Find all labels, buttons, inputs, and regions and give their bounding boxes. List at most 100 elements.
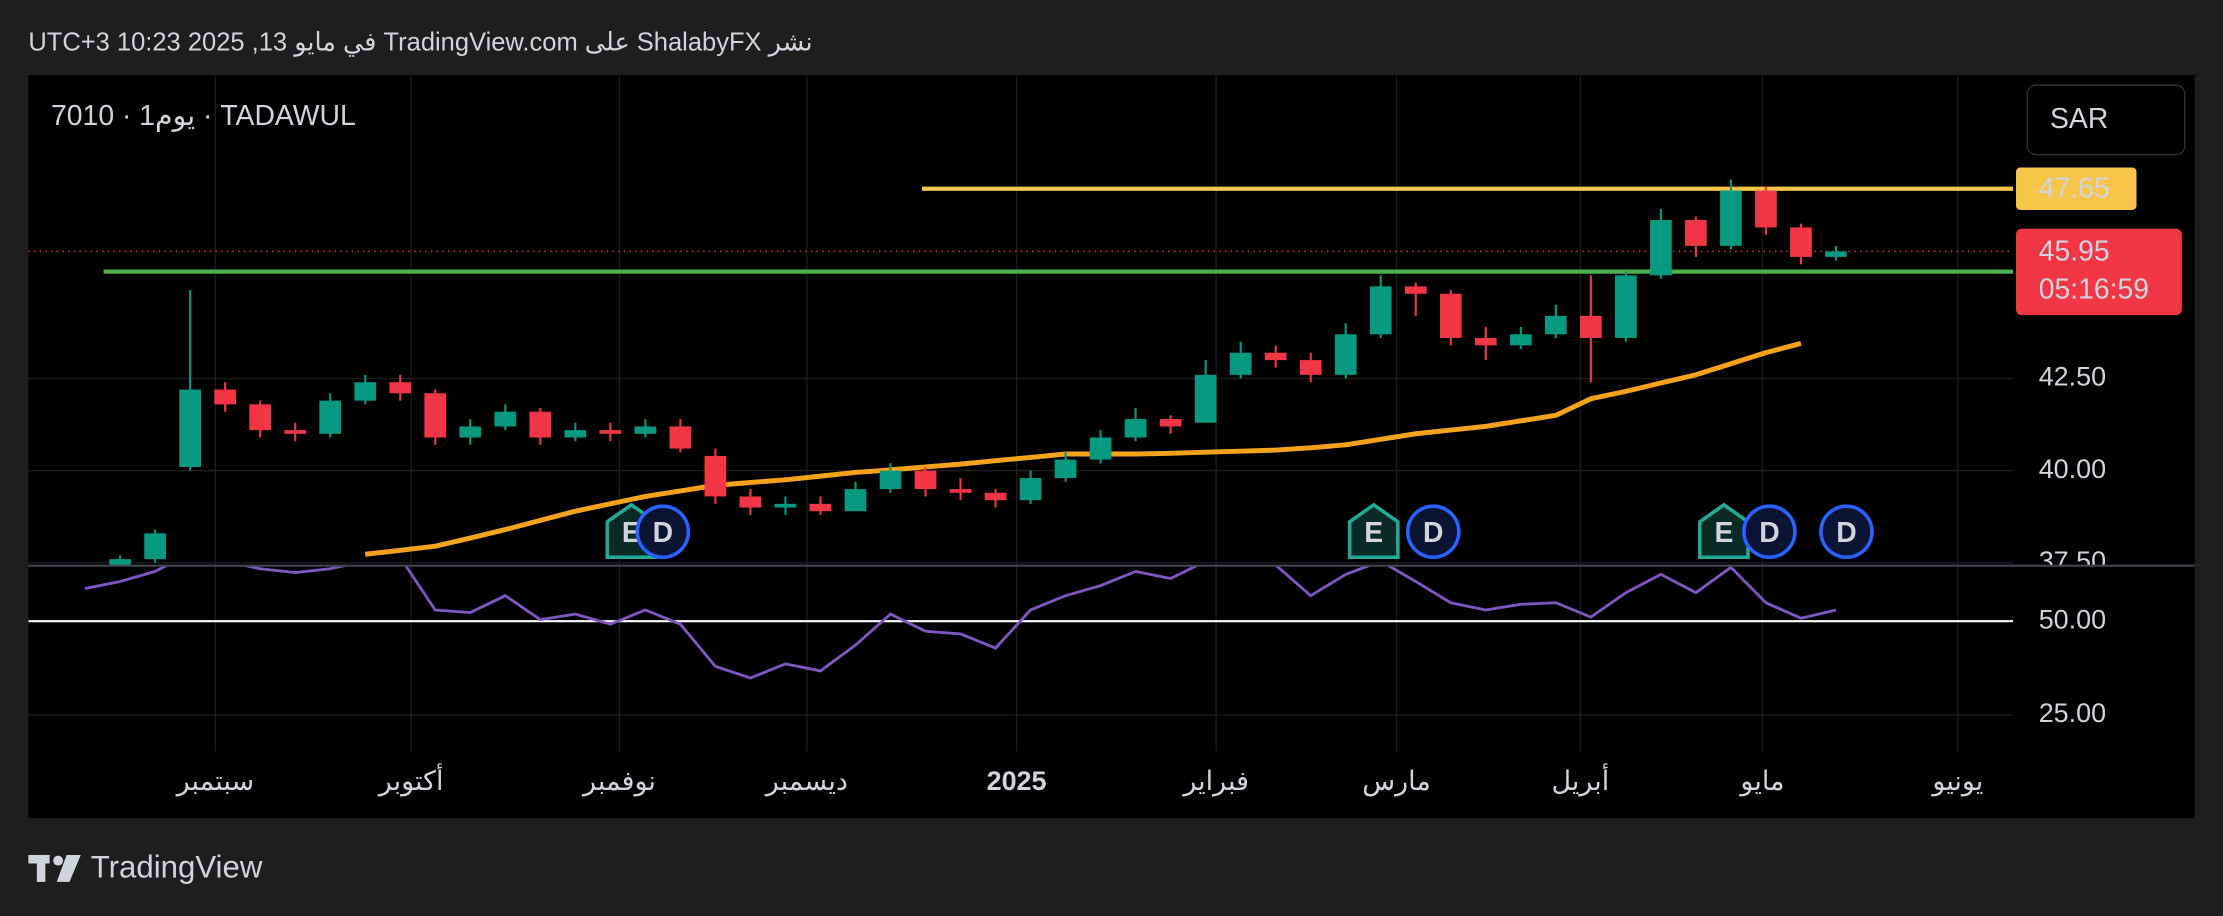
candle-body: [1825, 251, 1847, 257]
x-tick-label: أكتوبر: [377, 762, 444, 797]
event-label: E: [622, 517, 641, 549]
candle-body: [599, 430, 622, 434]
currency-label[interactable]: SAR: [2050, 103, 2108, 135]
brand: TradingView: [91, 849, 263, 884]
candle-body: [1054, 459, 1077, 479]
x-tick-label: ديسمبر: [764, 766, 848, 797]
candle-body: [634, 426, 657, 434]
candle-body: [109, 559, 131, 566]
candle-body: [1299, 360, 1322, 375]
candle-body: [774, 503, 797, 508]
level-label-box: [2016, 167, 2137, 210]
candle-body: [179, 389, 201, 467]
event-label: E: [1714, 517, 1733, 549]
event-label: D: [1836, 517, 1856, 549]
candle-body: [1404, 286, 1427, 294]
logo-part: [53, 855, 64, 866]
symbol-label: 7010 · 1يوم · TADAWUL: [51, 100, 356, 132]
candle-body: [1019, 478, 1042, 501]
rsi-pane: [28, 565, 2014, 680]
candle-body: [564, 430, 587, 438]
candle-body: [669, 426, 692, 449]
candle-body: [319, 400, 342, 434]
candle-body: [739, 496, 762, 508]
rsi-line: [84, 565, 1837, 680]
candle-body: [1790, 227, 1812, 257]
candle-body: [1369, 286, 1392, 335]
candle-body: [844, 489, 867, 512]
rsi-tick-label: 25.00: [2039, 698, 2106, 728]
y-tick-label: 42.50: [2039, 362, 2106, 392]
candle-body: [984, 492, 1007, 501]
candle-body: [1264, 352, 1287, 361]
logo-part: [56, 854, 81, 882]
y-tick-label: 40.00: [2039, 454, 2106, 484]
x-tick-label: 2025: [987, 766, 1047, 796]
candle-body: [1229, 352, 1252, 375]
logo: [28, 854, 81, 882]
candle-body: [1755, 190, 1777, 228]
event-badge: [1819, 504, 1874, 560]
x-tick-label: يونيو: [1930, 766, 1983, 797]
event-badge: [1347, 502, 1400, 560]
y-tick-label: 37.50: [2039, 546, 2106, 576]
logo-part: [36, 854, 46, 882]
main-pane: [28, 179, 2014, 566]
level-label: 47.65: [2039, 173, 2110, 205]
event-badge: [1698, 502, 1750, 560]
candle-body: [249, 404, 272, 431]
candle-body: [1720, 190, 1742, 246]
candle-body: [1650, 220, 1672, 276]
event-badge: [1405, 504, 1461, 560]
candle-body: [529, 411, 552, 438]
candle-body: [144, 533, 166, 560]
candle-body: [214, 389, 237, 405]
candle-body: [494, 411, 517, 427]
x-tick-label: سبتمبر: [175, 766, 254, 797]
candle-body: [1334, 334, 1357, 375]
candle-body: [459, 426, 482, 438]
candle-body: [1194, 374, 1217, 423]
candle-body: [1615, 275, 1637, 338]
candle-body: [389, 382, 412, 394]
candle-body: [1159, 419, 1182, 427]
candle-body: [1089, 437, 1112, 460]
candle-body: [879, 470, 902, 490]
x-tick-label: فبراير: [1181, 766, 1249, 797]
candle-body: [809, 503, 832, 512]
candle-body: [1580, 315, 1602, 338]
header-title: نشر ShalabyFX على TradingView.com في ماي…: [28, 29, 812, 58]
last-price-label: 45.95: [2039, 235, 2110, 267]
candle-body: [284, 430, 307, 434]
candle-body: [1685, 220, 1707, 246]
x-tick-label: مايو: [1738, 766, 1784, 797]
event-badge: [635, 504, 691, 560]
event-label: D: [653, 517, 673, 549]
candle-body: [354, 382, 377, 401]
x-tick-label: أبريل: [1551, 762, 1609, 797]
candle-body: [1439, 293, 1462, 338]
x-tick-label: مارس: [1362, 766, 1431, 797]
rsi-tick-label: 50.00: [2039, 604, 2106, 634]
candle-body: [1509, 334, 1532, 346]
event-label: D: [1423, 517, 1443, 549]
event-badge: [1742, 504, 1797, 560]
overlay: سبتمبر أكتوبر نوفمبر ديسمبر 2025 فبراير مارس أب…: [175, 167, 2182, 797]
event-label: E: [1364, 517, 1383, 549]
candle-body: [1474, 337, 1497, 346]
candle-body: [1124, 419, 1147, 438]
countdown-label: 05:16:59: [2039, 274, 2149, 306]
last-price-box: [2016, 228, 2182, 316]
candle-body: [914, 470, 937, 490]
currency-button[interactable]: [2026, 84, 2186, 156]
moving-average: [364, 341, 1802, 557]
candle-body: [949, 489, 972, 493]
event-label: D: [1759, 517, 1779, 549]
candle-body: [704, 455, 727, 497]
candle-body: [1544, 315, 1567, 335]
chart-panel: [28, 75, 2195, 819]
price-axis: 37.50 40.00 42.50: [2039, 362, 2106, 576]
candle-body: [424, 393, 447, 438]
